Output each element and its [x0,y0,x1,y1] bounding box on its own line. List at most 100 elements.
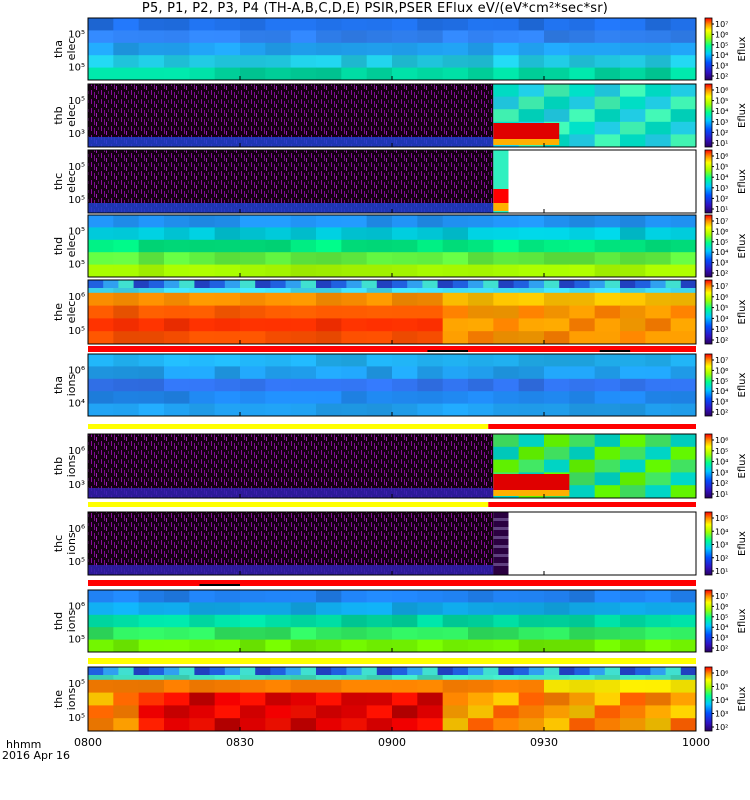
heatmap-cell [240,239,266,253]
heatmap-cell [366,614,393,628]
heatmap-cell [650,667,667,675]
heatmap-cell [594,366,621,380]
heatmap-cell [645,403,672,417]
heatmap-cell [189,55,216,69]
heatmap-cell [645,239,672,253]
heatmap-cell [544,459,570,473]
heatmap-cell [164,42,190,56]
y-tick-label: 10⁶ [68,292,85,303]
heatmap-cell [493,18,520,31]
colorbar-tick-label: 10² [715,128,728,137]
heatmap-cell [392,318,418,332]
noise-bottom-band [88,565,494,575]
heatmap-cell [133,280,150,288]
heatmap-cell [138,639,165,653]
heatmap-cell [544,718,570,732]
heatmap-cell [569,354,596,367]
heatmap-cell [316,366,342,380]
heatmap-cell [113,331,140,345]
heatmap-cell [88,692,114,706]
heatmap-cell [468,55,494,69]
heatmap-cell [670,264,697,278]
heatmap-cell [569,109,596,123]
heatmap-cell [392,227,418,241]
heatmap-cell [569,705,596,719]
heatmap-cell [569,96,596,110]
y-tick-label: 10⁵ [68,679,85,690]
colorbar-tick-label: 10³ [715,118,728,127]
heatmap-cell [392,264,418,278]
heatmap-cell [518,354,545,367]
heatmap-cell [88,705,114,719]
no-data-region [508,512,696,575]
heatmap-cell [189,305,216,319]
heatmap-cell [392,378,418,392]
heatmap-cell [518,96,545,110]
heatmap-cell [594,639,621,653]
heatmap-cell [518,215,545,228]
heatmap-cell [645,354,672,367]
y-label-ions: ions [65,687,78,710]
heatmap-cell [392,305,418,319]
heatmap-cell [518,42,545,56]
heatmap-cell [670,67,697,81]
noise-bottom-band [88,488,494,498]
heatmap-cell [645,590,672,603]
heatmap-cell [331,280,347,288]
heatmap-cell [366,42,393,56]
heatmap-cell [594,391,621,405]
heatmap-cell [544,55,570,69]
heatmap-cell [164,692,190,706]
heatmap-cell [417,639,444,653]
heatmap-cell [88,639,114,653]
heatmap-cell [366,639,393,653]
heatmap-cell [214,366,241,380]
heatmap-cell [103,667,119,675]
heatmap-cell [645,602,672,616]
heatmap-cell [574,667,591,675]
heatmap-cell [518,109,545,123]
heatmap-cell [569,692,596,706]
heatmap-cell [164,354,190,367]
flag-segment [88,502,489,507]
heatmap-cell [316,280,332,288]
heatmap-cell [569,252,596,266]
heatmap-cell [417,403,444,417]
heatmap-cell [164,705,190,719]
heatmap-cell [442,305,469,319]
heatmap-cell [468,590,494,603]
heatmap-cell [417,292,444,307]
heatmap-cell [594,121,621,135]
heatmap-cell [164,292,190,307]
heatmap-cell [645,331,672,345]
heatmap-cell [265,67,292,81]
heatmap-cell [300,667,317,675]
heatmap-cell [493,705,520,719]
heatmap-cell [559,280,575,288]
heatmap-cell [417,239,444,253]
heatmap-cell [341,227,368,241]
heatmap-cell [138,239,165,253]
heatmap-cell [493,590,520,603]
heatmap-cell [442,239,469,253]
heatmap-cell [645,264,672,278]
heatmap-cell [346,667,363,675]
heatmap-cell [341,252,368,266]
heatmap-cell [518,292,545,307]
colorbar-tick-label: 10² [715,194,728,203]
y-label-thb: thb [52,106,65,124]
heatmap-cell [88,403,114,417]
heatmap-cell [544,305,570,319]
heatmap-cell [544,264,570,278]
heatmap-cell [620,292,646,307]
heatmap-cell [341,378,368,392]
colorbar-tick-label: 10³ [715,325,728,334]
heatmap-cell [138,227,165,241]
heatmap-cell [569,227,596,241]
heatmap-cell [189,264,216,278]
heatmap-cell [594,252,621,266]
heatmap-cell [240,292,266,307]
heatmap-cell [670,239,697,253]
heatmap-cell [620,215,646,228]
heatmap-cell [620,109,646,123]
